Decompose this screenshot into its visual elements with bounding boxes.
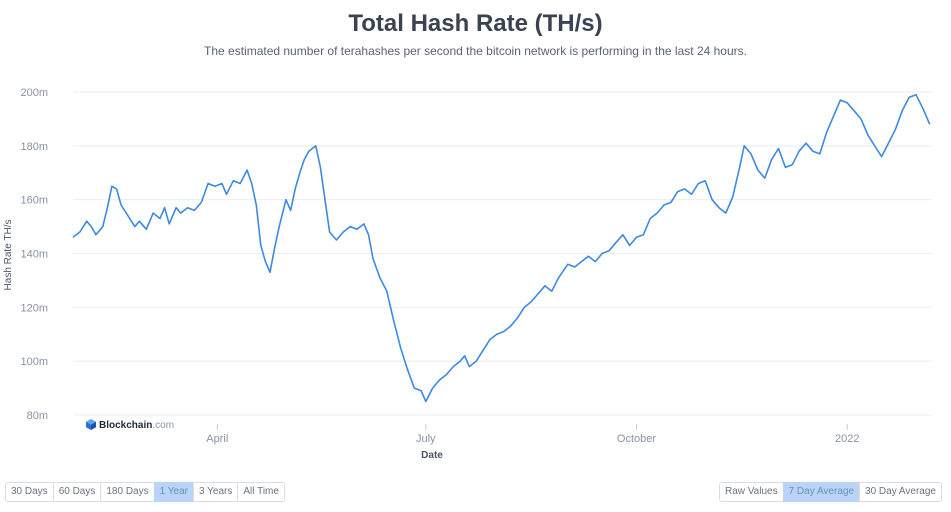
y-tick-label: 80m	[27, 410, 48, 422]
range-30-days-button[interactable]: 30 Days	[5, 482, 54, 502]
y-tick-label: 180m	[20, 141, 48, 153]
range-1-year-button[interactable]: 1 Year	[153, 482, 194, 502]
x-tick-label: 2022	[835, 433, 859, 445]
x-tick-label: April	[206, 433, 228, 445]
logo-domain: .com	[152, 420, 174, 431]
x-axis-label: Date	[421, 450, 443, 461]
average-30-day-average-button[interactable]: 30 Day Average	[859, 482, 942, 502]
average-button-group: Raw Values 7 Day Average 30 Day Average	[718, 482, 942, 502]
chart-title: Total Hash Rate (TH/s)	[348, 10, 603, 37]
blockchain-cube-icon	[86, 419, 96, 430]
chart-subtitle: The estimated number of terahashes per s…	[204, 44, 747, 58]
y-tick-label: 160m	[20, 195, 48, 207]
y-tick-label: 200m	[20, 87, 48, 99]
range-all-time-button[interactable]: All Time	[237, 482, 285, 502]
range-180-days-button[interactable]: 180 Days	[100, 482, 155, 502]
average-raw-values-button[interactable]: Raw Values	[718, 482, 784, 502]
x-tick-label: October	[617, 433, 656, 445]
blockchain-logo: Blockchain.com	[86, 419, 174, 431]
range-button-group: 30 Days 60 Days 180 Days 1 Year 3 Years All T…	[5, 482, 285, 502]
range-3-years-button[interactable]: 3 Years	[193, 482, 239, 502]
series-line-hash-rate[interactable]	[72, 93, 931, 403]
y-tick-label: 120m	[20, 302, 48, 314]
x-axis-ticks: April July October 2022	[206, 424, 859, 445]
x-tick-label: July	[416, 433, 436, 445]
logo-brand: Blockchain	[99, 420, 152, 431]
average-7-day-average-button[interactable]: 7 Day Average	[782, 482, 861, 502]
svg-text:Blockchain.com: Blockchain.com	[99, 420, 174, 431]
range-60-days-button[interactable]: 60 Days	[52, 482, 102, 502]
y-tick-label: 140m	[20, 249, 48, 261]
y-axis-label: Hash Rate TH/s	[3, 220, 14, 291]
y-axis-ticks: 80m 100m 120m 140m 160m 180m 200m	[20, 87, 48, 422]
grid-lines	[73, 91, 932, 416]
y-tick-label: 100m	[20, 356, 48, 368]
